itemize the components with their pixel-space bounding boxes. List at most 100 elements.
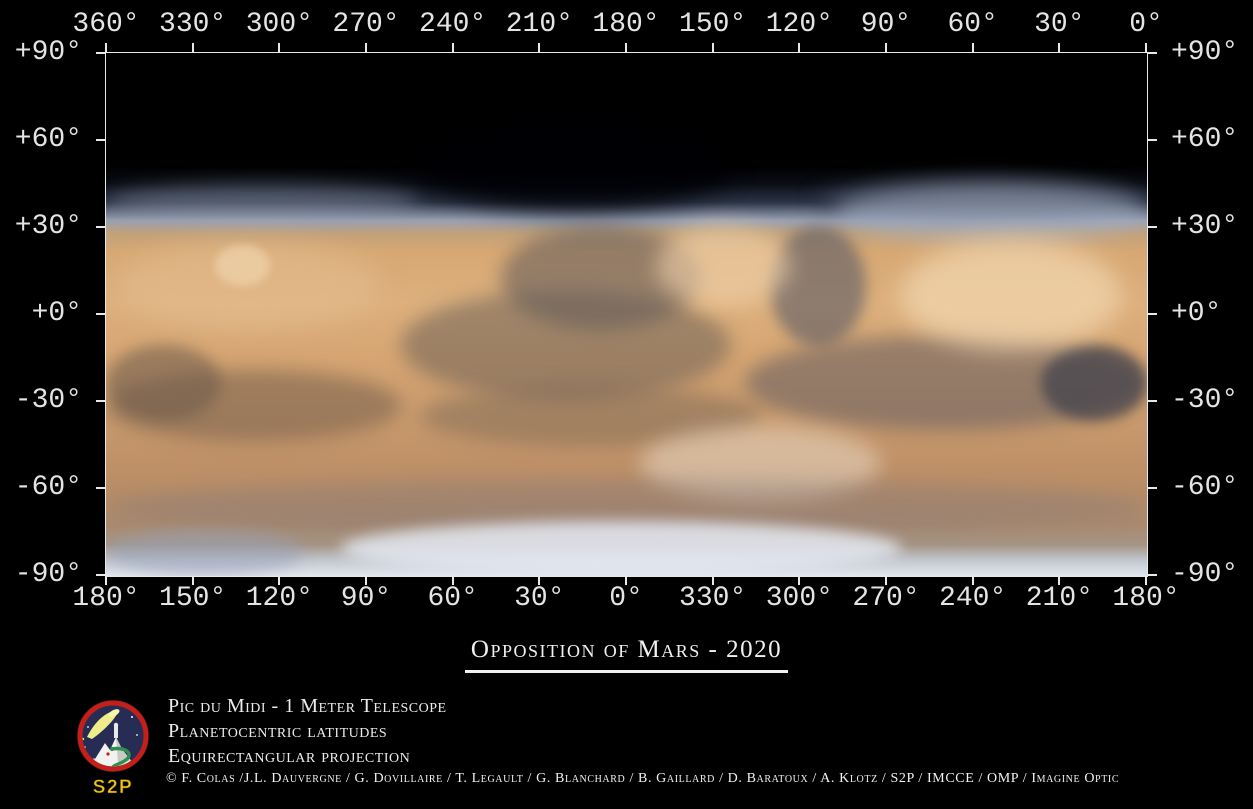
top-axis-tick (538, 43, 541, 52)
top-axis-label: 210° (505, 9, 573, 40)
top-axis-label: 60° (947, 9, 998, 40)
left-axis-tick (96, 226, 105, 228)
bottom-axis-tick (278, 576, 281, 585)
top-axis-label: 30° (1034, 9, 1085, 40)
map-feature-dark-right-edge (1040, 345, 1147, 421)
bottom-axis-tick (1058, 576, 1061, 585)
right-axis-tick (1148, 487, 1157, 489)
left-axis-label: +30° (14, 211, 82, 242)
top-axis-tick (798, 43, 801, 52)
top-axis-label: 180° (592, 9, 660, 40)
bottom-axis-tick (1145, 576, 1147, 585)
left-axis-label: +90° (14, 37, 82, 68)
title-row: Opposition of Mars - 2020 (0, 636, 1253, 673)
bottom-axis-label: 240° (939, 583, 1007, 614)
map-feature-north-haze-left (106, 183, 419, 221)
left-axis-label: +60° (14, 124, 82, 155)
right-axis-tick (1148, 139, 1157, 141)
map-feature-central-dark-mass (400, 290, 731, 401)
bottom-axis-label: 180° (1112, 583, 1180, 614)
bottom-axis-tick (798, 576, 801, 585)
top-axis-label: 120° (765, 9, 833, 40)
map-feature-north-haze-right (834, 183, 1147, 242)
left-axis-label: -90° (14, 559, 82, 590)
left-axis-label: -60° (14, 472, 82, 503)
right-axis-label: -60° (1171, 472, 1239, 503)
top-axis-tick (191, 43, 194, 52)
right-axis-tick (1148, 400, 1157, 402)
snake-icon (110, 746, 131, 767)
top-axis-tick (885, 43, 887, 52)
bottom-axis-label: 0° (609, 583, 643, 614)
bottom-axis-label: 270° (852, 583, 920, 614)
right-axis-label: -30° (1171, 385, 1239, 416)
s2p-observatory-logo: S2P (76, 699, 150, 797)
left-axis-label: -30° (14, 385, 82, 416)
top-axis-tick (971, 43, 974, 52)
map-frame (105, 52, 1148, 577)
bottom-axis-label: 150° (159, 583, 227, 614)
top-axis-label: 360° (72, 9, 140, 40)
caption-projection: Equirectangular projection (168, 745, 411, 767)
logo-artwork (82, 709, 138, 767)
right-axis-tick (1148, 52, 1157, 54)
map-feature-syrtis-major-dark (770, 225, 866, 346)
top-axis-tick (278, 43, 281, 52)
map-feature-hellas-bright-region (640, 425, 881, 502)
left-axis-tick (96, 139, 105, 141)
top-axis-label: 90° (860, 9, 912, 40)
bottom-axis-tick (625, 576, 627, 585)
top-axis-tick (1145, 43, 1147, 52)
left-axis-tick (96, 52, 105, 54)
top-axis-label: 330° (159, 9, 227, 40)
logo-s2p-text: S2P (93, 777, 133, 797)
map-feature-south-dark-band-left (106, 370, 401, 441)
caption-telescope: Pic du Midi - 1 Meter Telescope (168, 695, 447, 717)
bottom-axis-label: 330° (679, 583, 747, 614)
right-axis-tick (1148, 574, 1157, 576)
mars-surface-image (106, 53, 1147, 576)
observatory-dome (113, 722, 119, 728)
right-axis-label: +60° (1171, 124, 1239, 155)
top-axis-label: 240° (419, 9, 487, 40)
bottom-axis-tick (365, 576, 367, 585)
right-axis-label: +30° (1171, 211, 1239, 242)
map-feature-olympus-mons-bright-spot (215, 245, 271, 286)
bottom-axis-label: 120° (245, 583, 313, 614)
right-axis-label: -90° (1171, 559, 1239, 590)
bottom-axis-tick (451, 576, 454, 585)
poster-title: Opposition of Mars - 2020 (464, 636, 789, 673)
bottom-axis-label: 30° (514, 583, 565, 614)
map-feature-north-black-sky-extension (418, 120, 731, 210)
bottom-axis-label: 180° (72, 583, 140, 614)
map-feature-south-haze-left-corner (106, 528, 304, 576)
bottom-axis-label: 210° (1025, 583, 1093, 614)
top-axis-tick (625, 43, 627, 52)
top-axis-tick (365, 43, 367, 52)
bottom-axis-tick (191, 576, 194, 585)
credits-line: © F. Colas /J.L. Dauvergne / G. Dovillai… (166, 771, 1120, 786)
bottom-axis-tick (885, 576, 887, 585)
right-axis-label: +90° (1171, 37, 1239, 68)
top-axis-label: 270° (332, 9, 400, 40)
comet-icon (87, 710, 119, 739)
left-axis-tick (96, 400, 105, 402)
observatory-tower (114, 726, 118, 738)
top-axis-label: 150° (679, 9, 747, 40)
logo-red-dot (106, 752, 110, 756)
comet-head (108, 709, 120, 717)
left-axis-label: +0° (31, 298, 82, 329)
bottom-axis-tick (971, 576, 974, 585)
bottom-axis-tick (105, 576, 107, 585)
bottom-axis-label: 90° (340, 583, 392, 614)
right-axis-tick (1148, 226, 1157, 228)
left-axis-tick (96, 574, 105, 576)
map-feature-bright-region-center (655, 225, 791, 306)
top-axis-tick (451, 43, 454, 52)
top-axis-label: 0° (1129, 9, 1163, 40)
right-axis-label: +0° (1171, 298, 1222, 329)
bottom-axis-label: 60° (427, 583, 478, 614)
top-axis-tick (105, 43, 107, 52)
map-feature-bright-region-right (900, 240, 1121, 351)
top-axis-label: 300° (245, 9, 313, 40)
